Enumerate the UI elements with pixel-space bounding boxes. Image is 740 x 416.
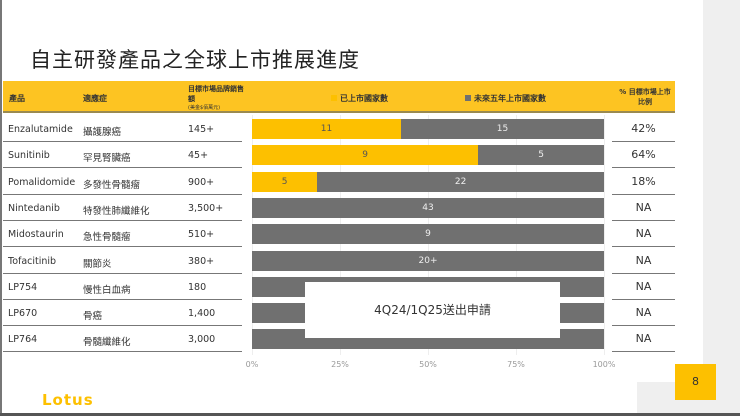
gridline bbox=[604, 115, 605, 355]
cell-product: LP670 bbox=[8, 308, 38, 320]
cell-product: Enzalutamide bbox=[8, 124, 73, 135]
header-pct: % 目標市場上市比例 bbox=[619, 88, 671, 106]
table-row: LP670 骨癌 1,400 bbox=[3, 300, 242, 327]
table-row: Nintedanib 特發性肺纖維化 3,500+ bbox=[3, 195, 242, 221]
cell-sales: 510+ bbox=[188, 229, 215, 241]
legend-swatch bbox=[331, 95, 337, 101]
cell-pct: 64% bbox=[612, 142, 675, 169]
cell-product: Nintedanib bbox=[8, 202, 60, 214]
cell-pct: NA bbox=[612, 248, 675, 274]
bar-future: 15 bbox=[400, 119, 604, 139]
cell-pct: NA bbox=[612, 195, 675, 221]
cell-indication: 罕見腎臟癌 bbox=[83, 153, 131, 165]
cell-indication: 骨癌 bbox=[83, 311, 103, 323]
cell-pct: NA bbox=[612, 326, 675, 353]
legend-swatch bbox=[465, 95, 471, 101]
table-row: Pomalidomide 多發性骨髓瘤 900+ bbox=[3, 169, 242, 195]
side-strip bbox=[703, 0, 740, 413]
header-indication: 適應症 bbox=[83, 94, 107, 103]
lotus-logo: Lotus bbox=[42, 391, 94, 409]
cell-pct: 42% bbox=[612, 116, 675, 142]
cell-pct: NA bbox=[612, 221, 675, 248]
bar-launched: 9 bbox=[252, 145, 479, 166]
page-title: 自主研發產品之全球上市推展進度 bbox=[30, 48, 360, 72]
cell-sales: 1,400 bbox=[188, 308, 216, 320]
frame-edge bbox=[0, 0, 2, 416]
cell-sales: 380+ bbox=[188, 255, 215, 267]
cell-pct: 18% bbox=[612, 169, 675, 195]
bar-future: 43 bbox=[252, 197, 604, 218]
cell-product: LP764 bbox=[8, 334, 38, 346]
x-tick-label: 100% bbox=[592, 360, 616, 369]
x-tick-label: 50% bbox=[419, 360, 437, 369]
cell-product: Sunitinib bbox=[8, 150, 50, 162]
table-row: LP754 慢性白血病 180 bbox=[3, 274, 242, 300]
cell-product: Tofacitinib bbox=[8, 255, 57, 267]
table-header: 產品 適應症 目標市場品牌銷售額 (美金$佰萬元) 已上市國家數 未來五年上市國家… bbox=[3, 81, 675, 113]
cell-product: LP754 bbox=[8, 281, 38, 293]
bar-launched: 5 bbox=[252, 171, 318, 192]
bar-future: 5 bbox=[478, 145, 604, 166]
cell-indication: 攝護腺癌 bbox=[83, 127, 122, 138]
bar-launched: 11 bbox=[252, 119, 401, 139]
page-number: 8 bbox=[675, 364, 716, 400]
legend-future: 未來五年上市國家數 bbox=[465, 93, 546, 104]
header-sales: 目標市場品牌銷售額 (美金$佰萬元) bbox=[188, 85, 244, 111]
bar-future: 22 bbox=[317, 171, 604, 192]
cell-pct: NA bbox=[612, 274, 675, 300]
cell-indication: 骨髓纖維化 bbox=[83, 337, 131, 349]
cell-indication: 慢性白血病 bbox=[83, 284, 131, 296]
cell-product: Midostaurin bbox=[8, 229, 64, 241]
cell-indication: 急性骨髓瘤 bbox=[83, 232, 131, 244]
annotation-box: 4Q24/1Q25送出申請 bbox=[305, 282, 560, 338]
table-row: Tofacitinib 關節炎 380+ bbox=[3, 248, 242, 274]
bar-future: 9 bbox=[252, 224, 604, 245]
cell-sales: 145+ bbox=[188, 124, 215, 135]
frame-edge bbox=[0, 413, 740, 416]
cell-sales: 900+ bbox=[188, 176, 215, 188]
cell-sales: 180 bbox=[188, 281, 207, 293]
table-row: LP764 骨髓纖維化 3,000 bbox=[3, 326, 242, 353]
cell-sales: 3,000 bbox=[188, 334, 216, 346]
cell-indication: 特發性肺纖維化 bbox=[83, 205, 150, 217]
bar-future: 20+ bbox=[252, 250, 604, 271]
x-tick-label: 25% bbox=[331, 360, 349, 369]
table-row: Enzalutamide 攝護腺癌 145+ bbox=[3, 116, 242, 142]
cell-pct: NA bbox=[612, 300, 675, 327]
cell-sales: 3,500+ bbox=[188, 202, 224, 214]
cell-indication: 多發性骨髓瘤 bbox=[83, 179, 141, 191]
cell-indication: 關節炎 bbox=[83, 258, 112, 270]
cell-sales: 45+ bbox=[188, 150, 209, 162]
table-row: Sunitinib 罕見腎臟癌 45+ bbox=[3, 142, 242, 169]
legend-launched: 已上市國家數 bbox=[331, 93, 388, 104]
table-row: Midostaurin 急性骨髓瘤 510+ bbox=[3, 221, 242, 248]
header-product: 產品 bbox=[9, 94, 25, 103]
x-tick-label: 0% bbox=[245, 360, 259, 369]
x-tick-label: 75% bbox=[507, 360, 525, 369]
cell-product: Pomalidomide bbox=[8, 176, 76, 188]
